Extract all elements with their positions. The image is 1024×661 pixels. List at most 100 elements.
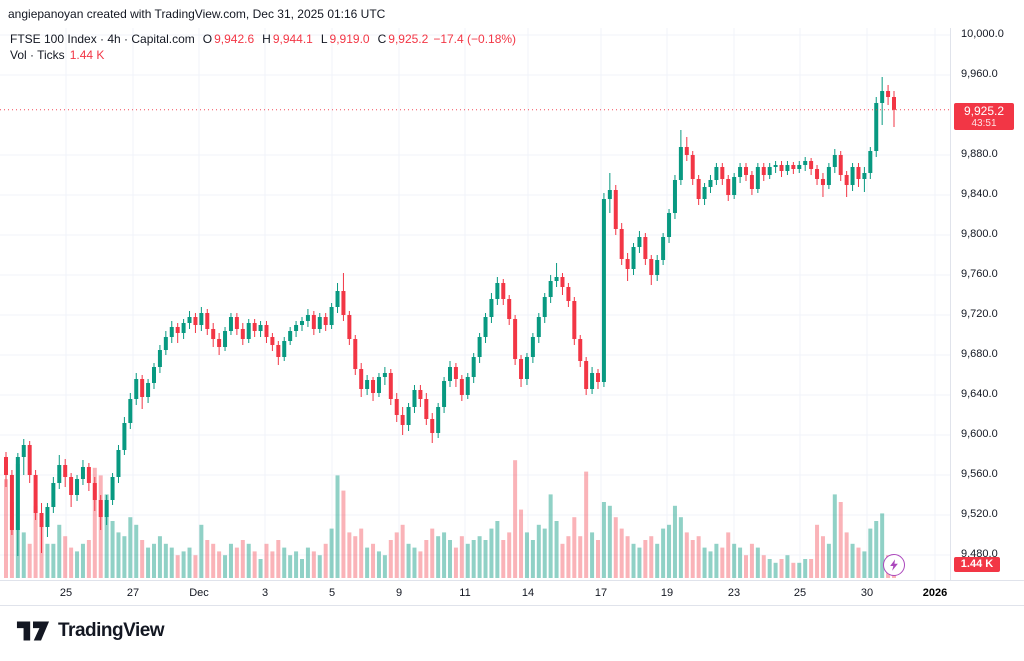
candle-body xyxy=(714,167,719,180)
volume-bar xyxy=(163,543,168,578)
candle-body xyxy=(856,167,861,179)
volume-bar xyxy=(181,551,186,578)
volume-bar xyxy=(672,505,677,578)
candle-body xyxy=(773,165,778,167)
volume-bar xyxy=(329,528,334,578)
candle-body xyxy=(655,260,660,275)
volume-bar xyxy=(613,517,618,578)
volume-bar xyxy=(874,521,879,578)
volume-bar xyxy=(572,517,577,578)
candle-body xyxy=(406,407,411,425)
symbol-title[interactable]: FTSE 100 Index · 4h · Capital.com xyxy=(10,32,195,46)
candle-body xyxy=(797,165,802,169)
volume-bar xyxy=(607,505,612,578)
candle-body xyxy=(347,315,352,339)
candle-body xyxy=(489,299,494,317)
candle-body xyxy=(270,337,275,345)
price-axis-label: 9,960.0 xyxy=(961,68,998,80)
volume-bar xyxy=(21,532,26,578)
legend-volume-row[interactable]: Vol · Ticks 1.44 K xyxy=(10,47,516,63)
volume-bar xyxy=(477,536,482,578)
candle-body xyxy=(246,323,251,339)
volume-bar xyxy=(815,524,820,578)
volume-bar xyxy=(684,532,689,578)
time-axis[interactable]: 25 27 Dec 3 5 9 11 14 17 19 23 25 30 2026 xyxy=(0,580,1024,606)
volume-bar xyxy=(767,559,772,578)
volume-bar xyxy=(63,536,68,578)
volume-bar xyxy=(305,547,310,578)
volume-bar xyxy=(637,547,642,578)
candle-body xyxy=(667,213,672,237)
candle-body xyxy=(678,147,683,180)
candle-body xyxy=(323,317,328,325)
price-axis-label: 9,520.0 xyxy=(961,508,998,520)
volume-bar xyxy=(761,555,766,578)
volume-bar xyxy=(850,543,855,578)
chart-pane[interactable] xyxy=(0,28,950,580)
candle-body xyxy=(601,199,606,382)
price-axis[interactable]: 9,925.2 43:51 1.44 K 10,000.0 9,960.0 9,88… xyxy=(950,28,1024,580)
candle-body xyxy=(116,450,121,477)
candlestick-chart[interactable] xyxy=(0,28,950,580)
candle-body xyxy=(744,167,748,175)
volume-bar xyxy=(140,540,145,578)
volume-value: 1.44 K xyxy=(69,48,105,62)
candle-body xyxy=(80,467,85,479)
volume-bar xyxy=(258,559,263,578)
high-value: 9,944.1 xyxy=(272,32,313,46)
candle-body xyxy=(412,390,417,407)
volume-bar xyxy=(311,551,316,578)
volume-bar xyxy=(631,543,636,578)
candle-body xyxy=(755,167,760,189)
volume-bar xyxy=(584,471,589,578)
price-axis-label: 9,880.0 xyxy=(961,148,998,160)
candle-body xyxy=(613,190,618,229)
volume-bar xyxy=(785,555,790,578)
volume-bar xyxy=(513,460,518,578)
candle-body xyxy=(791,165,796,169)
volume-bar xyxy=(359,528,364,578)
price-axis-label: 9,720.0 xyxy=(961,308,998,320)
volume-bar xyxy=(690,540,695,578)
volume-bar xyxy=(4,479,8,578)
volume-bar xyxy=(240,540,245,578)
candle-body xyxy=(335,291,340,307)
candle-body xyxy=(631,247,636,269)
candle-body xyxy=(590,373,595,389)
candle-body xyxy=(761,167,766,175)
candle-body xyxy=(453,367,458,379)
candle-body xyxy=(388,373,393,399)
candle-body xyxy=(104,500,109,517)
candle-body xyxy=(430,419,435,433)
candle-body xyxy=(163,337,168,350)
time-axis-label: 27 xyxy=(126,587,140,599)
volume-bar xyxy=(519,509,524,578)
candle-body xyxy=(720,167,725,179)
tradingview-logo[interactable]: TradingView xyxy=(16,620,165,642)
volume-bar xyxy=(832,494,837,578)
candle-body xyxy=(276,345,281,357)
volume-bar xyxy=(678,517,683,578)
volume-bar xyxy=(667,524,672,578)
candle-body xyxy=(15,457,20,530)
candle-body xyxy=(228,317,233,331)
volume-bar xyxy=(270,551,275,578)
volume-bar xyxy=(453,547,458,578)
candle-body xyxy=(199,313,204,325)
candle-body xyxy=(51,483,56,507)
volume-bar xyxy=(104,494,109,578)
time-axis-label: 23 xyxy=(727,587,741,599)
volume-bar xyxy=(720,547,725,578)
candle-body xyxy=(767,167,772,175)
volume-bar xyxy=(495,521,500,578)
candle-body xyxy=(880,91,885,103)
price-axis-label: 9,840.0 xyxy=(961,188,998,200)
legend-main-row[interactable]: FTSE 100 Index · 4h · Capital.com O 9,942… xyxy=(10,31,516,47)
volume-bar xyxy=(228,543,233,578)
candle-body xyxy=(193,317,198,325)
volume-bar xyxy=(187,547,192,578)
volume-bar xyxy=(625,536,630,578)
candle-body xyxy=(134,379,139,399)
candle-body xyxy=(684,147,689,155)
flash-lightning-button[interactable] xyxy=(883,554,905,576)
